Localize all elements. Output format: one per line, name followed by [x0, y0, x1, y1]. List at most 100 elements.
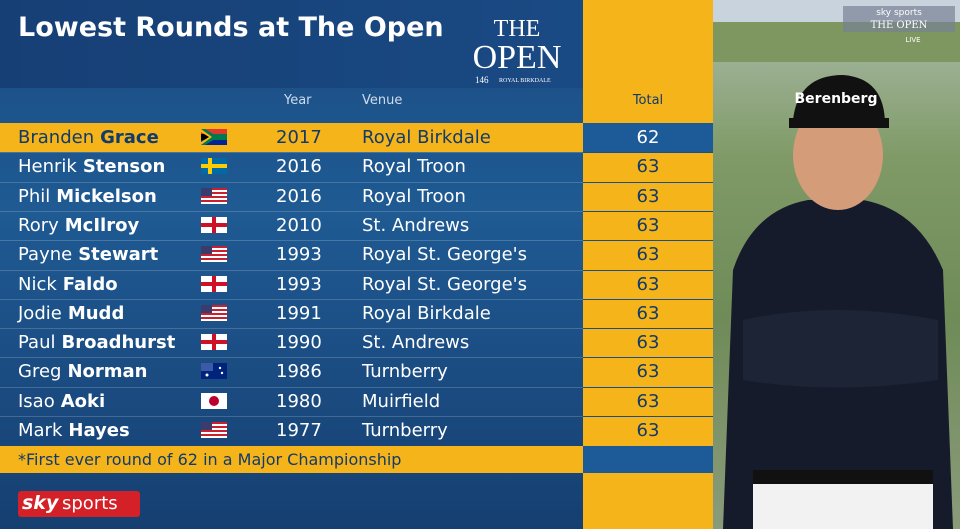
player-name: Rory McIlroy: [18, 211, 139, 240]
total-separator: [583, 152, 713, 154]
total: 63: [636, 185, 660, 207]
flag: [201, 275, 227, 292]
total-separator: [583, 386, 713, 388]
flag: [201, 422, 227, 438]
player-name: Mark Hayes: [18, 416, 130, 445]
total-separator: [583, 210, 713, 212]
cap-logo: Berenberg: [795, 91, 878, 107]
column-header: Year: [284, 93, 312, 108]
venue: Royal St. George's: [362, 244, 527, 266]
row-separator: [0, 416, 583, 417]
sky-sports-logo: sky sports: [18, 491, 140, 517]
total-separator: [583, 269, 713, 271]
last-name: McIlroy: [64, 214, 140, 236]
row-separator: [0, 210, 583, 212]
year: 1980: [276, 390, 322, 412]
player-name: Greg Norman: [18, 357, 147, 386]
logo-open: OPEN: [473, 39, 562, 76]
last-name: Stenson: [82, 156, 166, 178]
row-separator: [0, 181, 583, 183]
footnote-total-cell: [583, 446, 713, 473]
first-name: Payne: [18, 244, 73, 266]
row-separator: [0, 328, 583, 330]
total: 63: [636, 420, 660, 441]
total: 62: [636, 127, 660, 148]
first-name: Phil: [18, 185, 51, 207]
player-name: Henrik Stenson: [18, 152, 165, 181]
venue: Royal Troon: [362, 156, 466, 178]
venue: Muirfield: [362, 390, 441, 412]
total: 63: [636, 361, 660, 383]
year: 1977: [276, 420, 322, 441]
player-name: Isao Aoki: [18, 387, 105, 416]
total: 63: [636, 156, 660, 178]
row-separator: [0, 298, 583, 300]
year: 1993: [276, 273, 322, 295]
player-figure: Berenberg sky sports THE OPEN LIVE: [713, 0, 960, 529]
flag: [201, 363, 227, 380]
row-separator: [0, 357, 583, 359]
logo-edition: 146: [475, 75, 489, 85]
logo-the: THE: [494, 16, 541, 42]
last-name: Hayes: [68, 420, 130, 441]
year: 2016: [276, 185, 322, 207]
brand-sports: sports: [62, 493, 118, 514]
last-name: Stewart: [78, 244, 159, 266]
year: 2016: [276, 156, 322, 178]
first-name: Branden: [18, 127, 95, 148]
venue: Royal Birkdale: [362, 302, 491, 324]
bug-live: LIVE: [905, 36, 920, 44]
player-photo: Berenberg sky sports THE OPEN LIVE: [713, 0, 960, 529]
first-name: Jodie: [18, 302, 62, 324]
venue: Royal St. George's: [362, 273, 527, 295]
year: 1986: [276, 361, 322, 383]
row-separator: [0, 152, 583, 154]
total-separator: [583, 328, 713, 330]
total: 63: [636, 332, 660, 354]
last-name: Mudd: [67, 302, 125, 324]
flag: [201, 187, 227, 204]
year: 1991: [276, 302, 322, 324]
open-logo: THE OPEN 146 ROYAL BIRKDALE: [473, 16, 562, 85]
last-name: Aoki: [60, 390, 106, 412]
brand-sky: sky: [22, 492, 59, 514]
year: 1993: [276, 244, 322, 266]
column-header: Total: [632, 93, 664, 108]
footnote: *First ever round of 62 in a Major Champ…: [18, 450, 402, 469]
player-name: Branden Grace: [18, 123, 159, 152]
last-name: Faldo: [62, 273, 118, 295]
first-name: Rory: [18, 214, 59, 236]
total-separator: [583, 416, 713, 417]
row-separator: [0, 269, 583, 271]
total-separator: [583, 240, 713, 242]
flag: [201, 129, 227, 145]
column-header: Venue: [362, 93, 403, 108]
flag: [201, 392, 227, 409]
year: 1990: [276, 332, 322, 354]
venue: St. Andrews: [362, 214, 470, 236]
flag: [201, 216, 227, 233]
flag: [201, 158, 227, 175]
venue: Royal Birkdale: [362, 127, 491, 148]
first-name: Nick: [18, 273, 57, 295]
flag: [201, 304, 227, 321]
player-name: Payne Stewart: [18, 240, 158, 269]
first-name: Mark: [18, 420, 63, 441]
total: 63: [636, 390, 660, 412]
player-name: Phil Mickelson: [18, 182, 157, 211]
title-bar: [0, 0, 583, 88]
total: 63: [636, 273, 660, 295]
venue: St. Andrews: [362, 332, 470, 354]
total-separator: [583, 298, 713, 300]
first-name: Henrik: [18, 156, 77, 178]
footnote-bar: [0, 446, 583, 473]
total-separator: [583, 181, 713, 183]
player-name: Paul Broadhurst: [18, 328, 175, 357]
flag: [201, 246, 227, 263]
first-name: Greg: [18, 361, 62, 383]
venue: Royal Troon: [362, 185, 466, 207]
player-name: Jodie Mudd: [18, 299, 124, 328]
last-name: Grace: [100, 127, 159, 148]
flag: [201, 334, 227, 351]
